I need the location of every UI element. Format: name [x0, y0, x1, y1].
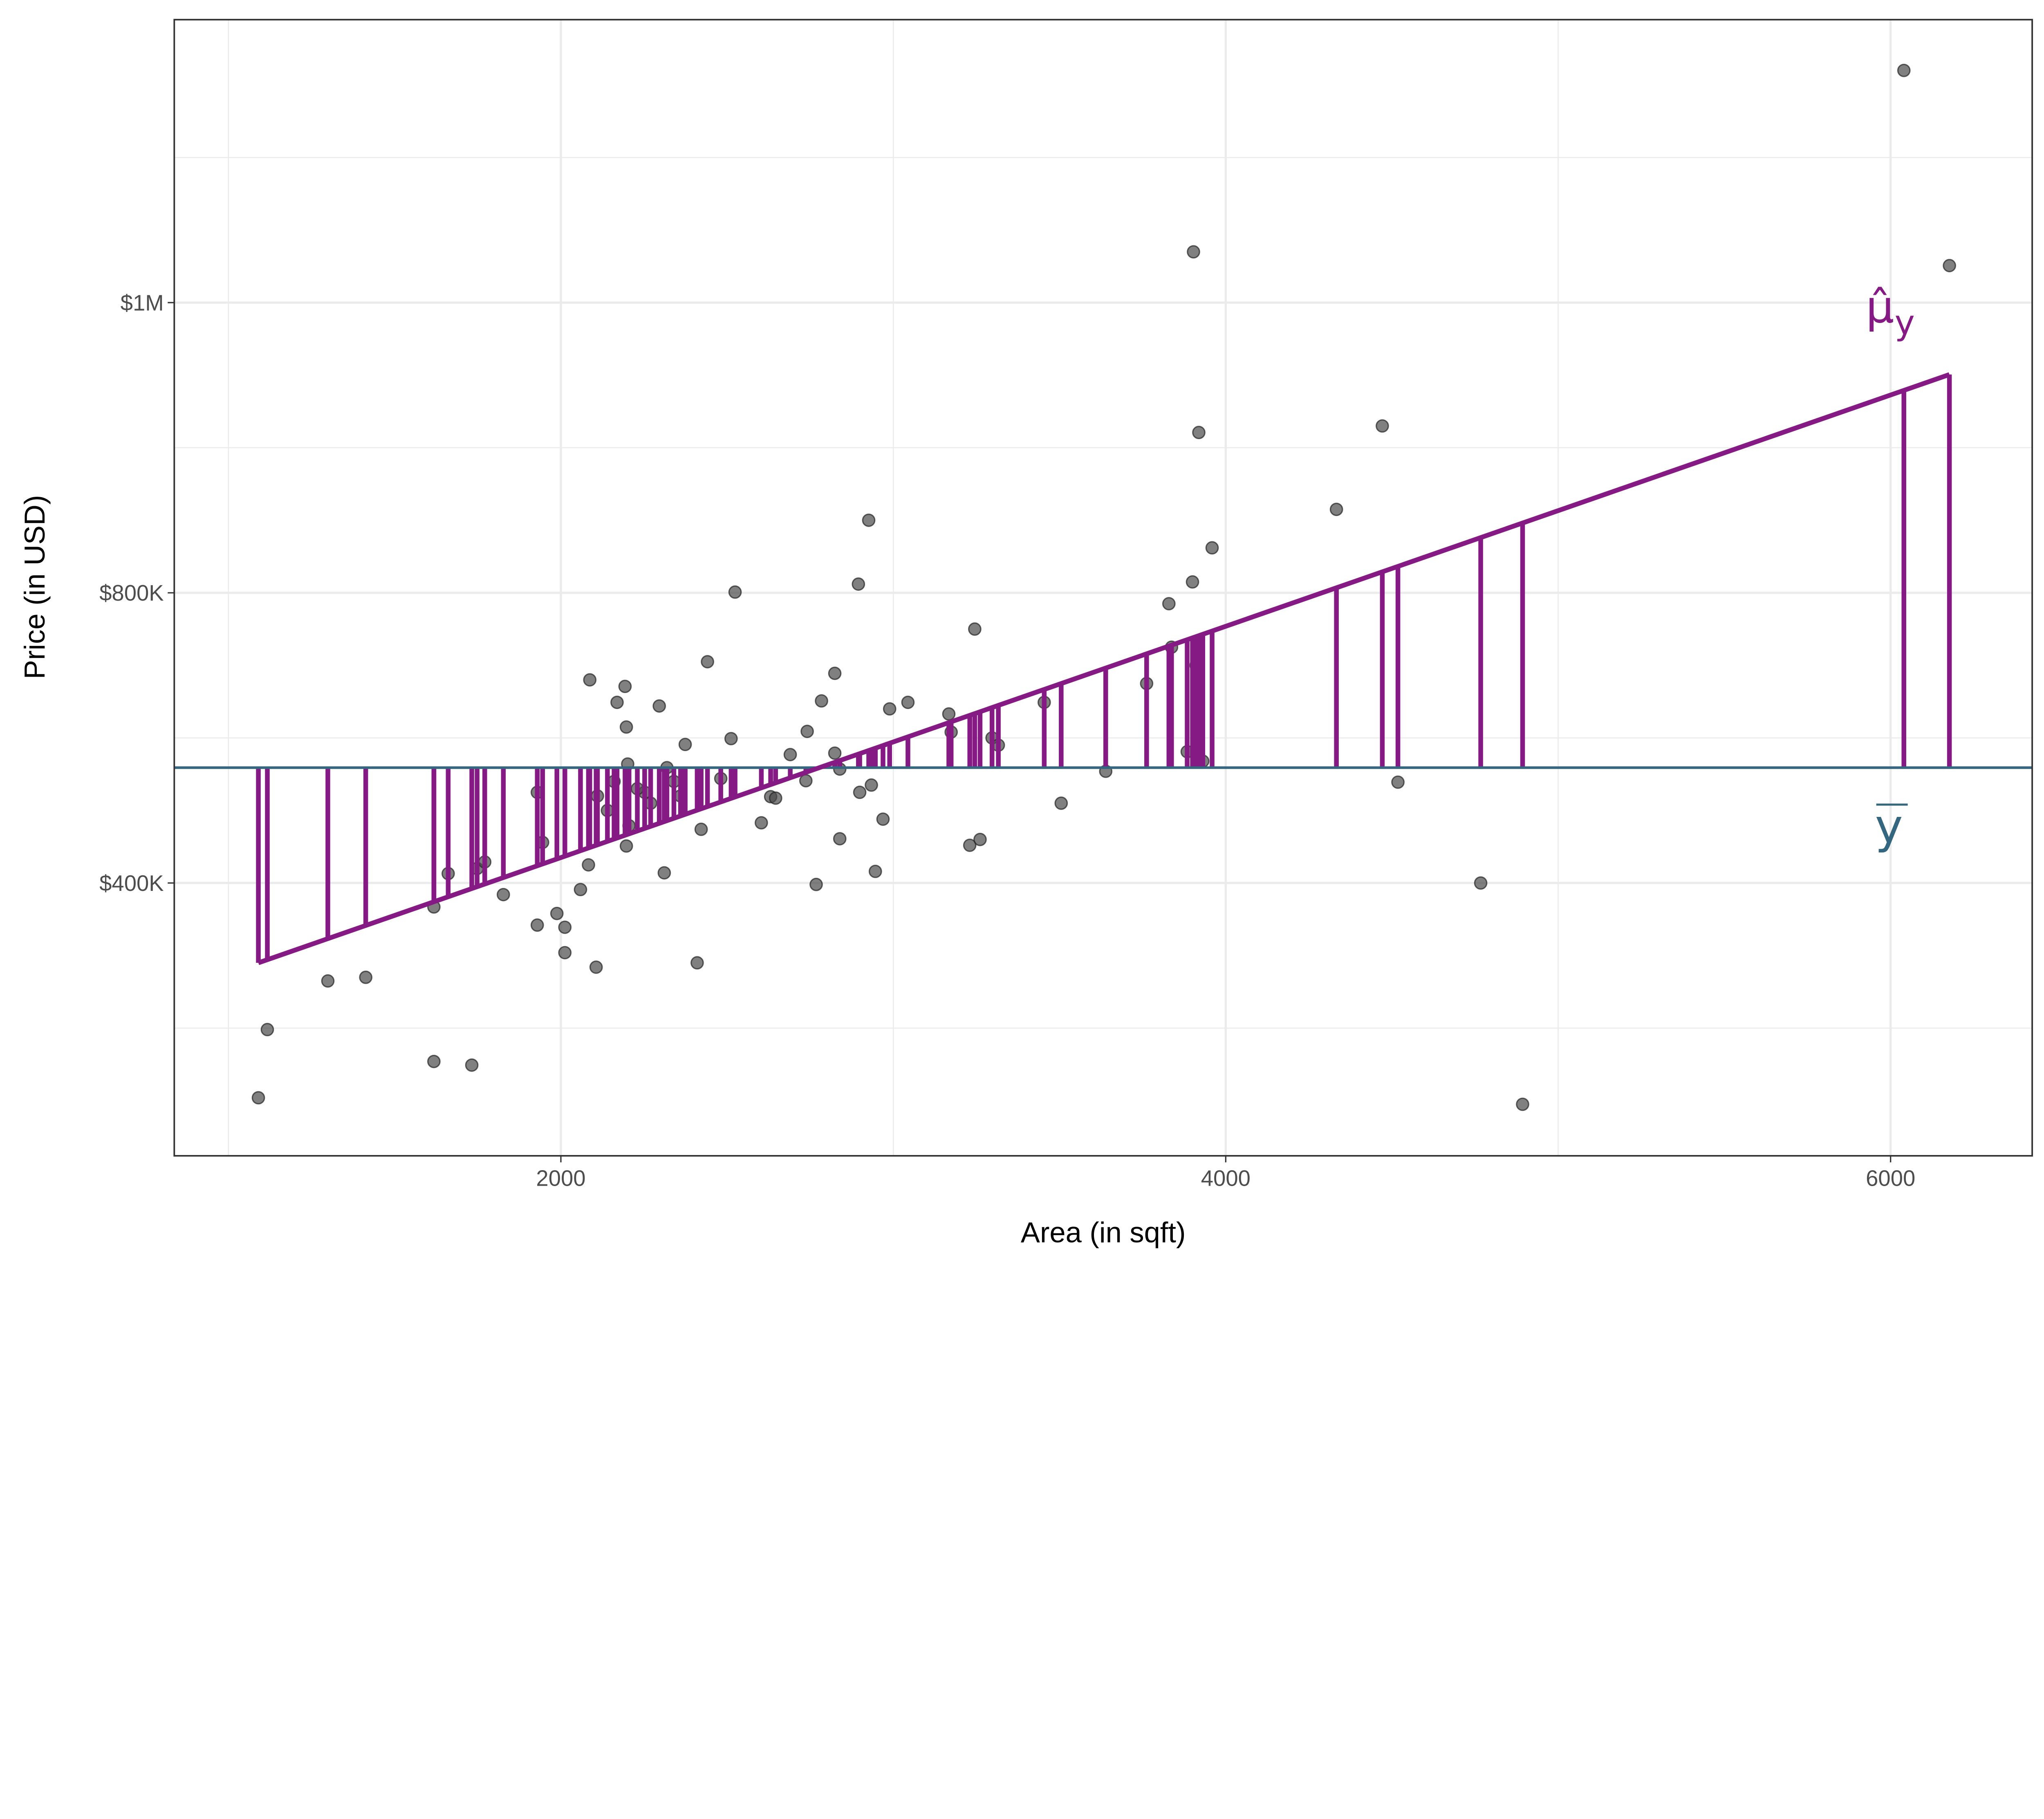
regression-chart: 2000 4000 6000 $1M $800K $400K Area (in sqft)…: [18, 19, 2033, 1248]
data-point: [963, 839, 977, 852]
data-point: [583, 673, 597, 687]
x-axis-title: Area (in sqft): [1021, 1216, 1186, 1248]
data-point: [694, 823, 708, 836]
axis-ticks: 2000 4000 6000 $1M $800K $400K: [99, 290, 1915, 1191]
data-point: [862, 514, 876, 527]
data-point: [589, 960, 603, 974]
fit-line: [258, 372, 1950, 965]
data-point: [973, 832, 987, 846]
data-point: [1376, 419, 1389, 433]
data-point: [251, 1091, 265, 1105]
deviation-segments: [256, 375, 1952, 963]
data-point: [1205, 541, 1219, 555]
data-point: [1187, 245, 1200, 259]
data-point: [853, 785, 867, 799]
data-point: [1162, 597, 1176, 610]
data-point: [1329, 502, 1343, 516]
data-point: [530, 918, 544, 932]
data-point: [558, 920, 572, 934]
data-point: [690, 956, 704, 970]
data-point: [610, 695, 624, 709]
data-point: [828, 746, 842, 760]
data-point: [1897, 63, 1911, 77]
data-point: [769, 791, 782, 805]
y-tick-label: $400K: [99, 871, 164, 896]
data-point: [321, 974, 335, 988]
data-point: [1192, 426, 1206, 440]
data-point: [783, 748, 797, 761]
data-point: [799, 774, 813, 787]
data-points: [251, 63, 1957, 1111]
mean-annotation: y: [1875, 799, 1908, 854]
data-point: [833, 832, 847, 846]
plot-panel-border: [173, 19, 2033, 1157]
data-point: [618, 680, 632, 693]
mean-label: y: [1875, 799, 1903, 854]
data-point: [728, 585, 742, 599]
data-point: [865, 778, 878, 792]
data-point: [815, 694, 828, 708]
data-point: [550, 906, 564, 920]
data-point: [901, 695, 915, 709]
x-tick-label: 2000: [536, 1166, 585, 1191]
data-point: [868, 864, 882, 878]
data-point: [701, 655, 714, 668]
data-point: [574, 883, 587, 897]
data-point: [724, 732, 738, 745]
data-point: [1474, 876, 1488, 890]
fit-annotation: μ̂ y: [1866, 281, 1915, 342]
data-point: [852, 577, 865, 591]
fit-label-subscript: y: [1895, 303, 1915, 342]
data-point: [582, 858, 595, 872]
data-point: [876, 812, 890, 826]
y-tick-label: $800K: [99, 581, 164, 606]
data-point: [809, 877, 823, 891]
data-point: [678, 738, 692, 751]
data-point: [755, 816, 768, 830]
data-point: [260, 1023, 274, 1036]
data-point: [558, 946, 572, 960]
y-tick-label: $1M: [121, 290, 164, 315]
y-axis-title: Price (in USD): [18, 495, 51, 679]
data-point: [619, 839, 633, 853]
data-point: [800, 724, 814, 738]
data-point: [652, 699, 666, 713]
data-point: [359, 971, 373, 984]
data-point: [496, 888, 510, 902]
data-point: [465, 1058, 479, 1072]
x-tick-label: 6000: [1866, 1166, 1915, 1191]
data-point: [942, 707, 956, 721]
fit-label: μ̂: [1866, 281, 1894, 333]
data-point: [1516, 1097, 1529, 1111]
data-point: [968, 622, 982, 636]
gridlines: [174, 20, 2033, 1156]
data-point: [883, 702, 896, 716]
data-point: [828, 666, 842, 680]
data-point: [1391, 775, 1405, 789]
data-point: [619, 720, 633, 734]
data-point: [1186, 575, 1199, 589]
x-tick-label: 4000: [1201, 1166, 1251, 1191]
data-point: [657, 866, 671, 880]
data-point: [1054, 796, 1068, 810]
data-point: [1943, 259, 1957, 272]
data-point: [427, 1054, 441, 1068]
